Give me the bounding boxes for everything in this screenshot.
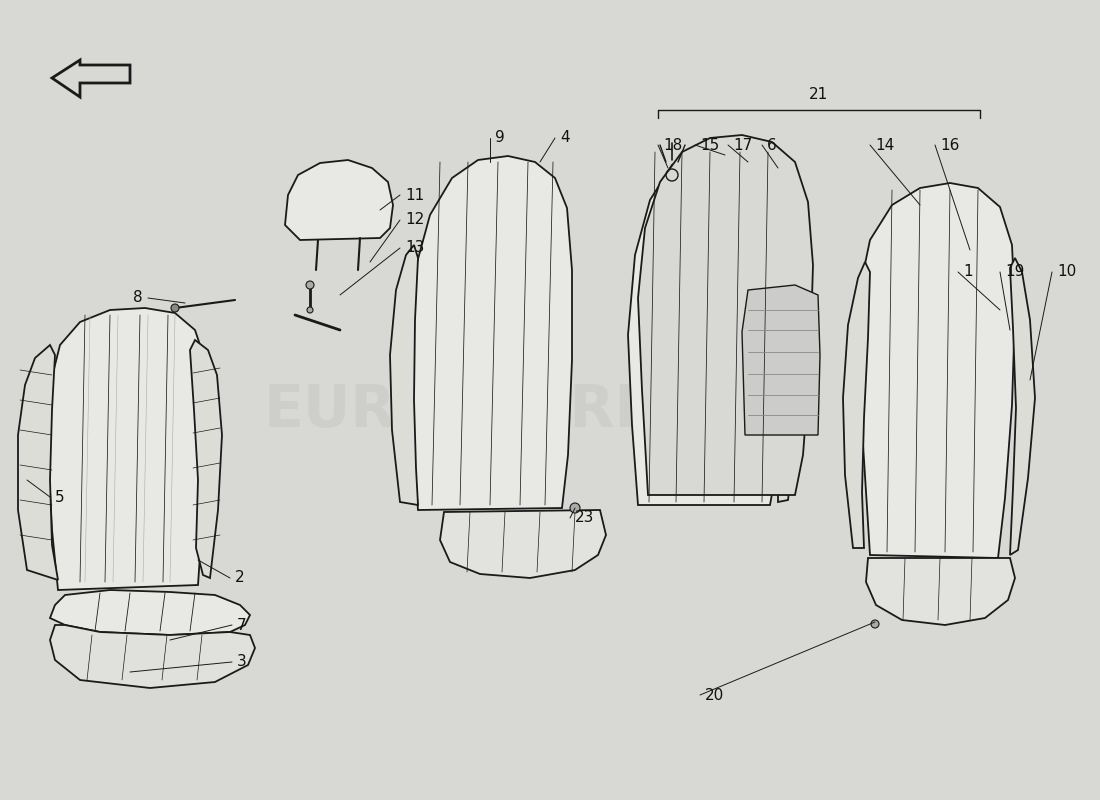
Text: 20: 20 [705, 687, 724, 702]
Text: 3: 3 [236, 654, 246, 670]
Polygon shape [866, 558, 1015, 625]
Polygon shape [440, 510, 606, 578]
Polygon shape [390, 245, 418, 505]
Polygon shape [638, 135, 813, 495]
Circle shape [307, 307, 314, 313]
Text: 6: 6 [767, 138, 777, 153]
Text: 2: 2 [235, 570, 244, 586]
Polygon shape [628, 148, 790, 505]
Text: 12: 12 [405, 213, 425, 227]
Polygon shape [18, 345, 58, 580]
Polygon shape [408, 156, 572, 510]
Polygon shape [1010, 258, 1035, 555]
Text: 10: 10 [1057, 265, 1076, 279]
Circle shape [306, 281, 313, 289]
Text: 19: 19 [1005, 265, 1024, 279]
Text: EUROSPARES: EUROSPARES [263, 382, 696, 438]
Polygon shape [773, 235, 800, 502]
Text: 4: 4 [560, 130, 570, 146]
Text: 14: 14 [874, 138, 894, 153]
Polygon shape [843, 262, 870, 548]
Polygon shape [50, 590, 250, 635]
Polygon shape [50, 625, 255, 688]
Polygon shape [858, 183, 1015, 558]
Polygon shape [285, 160, 393, 240]
Text: 16: 16 [940, 138, 959, 153]
Text: 9: 9 [495, 130, 505, 146]
Polygon shape [742, 285, 820, 435]
Circle shape [871, 620, 879, 628]
Text: 5: 5 [55, 490, 65, 505]
Polygon shape [48, 308, 207, 590]
Polygon shape [190, 340, 222, 578]
Circle shape [570, 503, 580, 513]
Polygon shape [52, 60, 130, 97]
Text: 23: 23 [575, 510, 594, 526]
Text: 1: 1 [962, 265, 972, 279]
Text: 13: 13 [405, 241, 425, 255]
Text: 11: 11 [405, 187, 425, 202]
Text: 15: 15 [700, 138, 719, 153]
Text: 17: 17 [733, 138, 752, 153]
Circle shape [170, 304, 179, 312]
Text: 18: 18 [663, 138, 682, 153]
Text: 7: 7 [236, 618, 246, 633]
Text: 8: 8 [133, 290, 143, 306]
Text: 21: 21 [810, 87, 828, 102]
